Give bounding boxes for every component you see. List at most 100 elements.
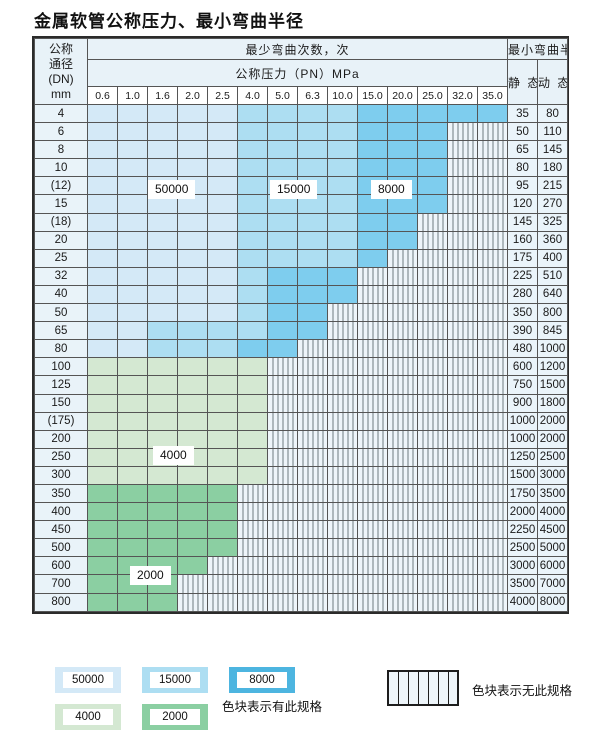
cell-spec-available	[147, 357, 178, 377]
cell-no-spec	[387, 592, 418, 612]
static-radius-value: 480	[507, 339, 539, 359]
header-pressure-0.6: 0.6	[87, 86, 118, 105]
header-dn-line-4: mm	[51, 86, 71, 101]
table-row: 800 4000 8000	[34, 592, 569, 612]
cell-spec-available	[147, 266, 178, 286]
table-row: 6 50 110	[34, 122, 569, 142]
cell-spec-available	[237, 158, 268, 178]
cell-spec-available	[207, 520, 238, 540]
dn-label-65: 65	[34, 321, 88, 341]
cell-spec-available	[207, 357, 238, 377]
table-row: 20 160 360	[34, 230, 569, 250]
cell-spec-available	[177, 375, 208, 395]
legend-chip-2000: 2000	[142, 704, 208, 730]
cell-spec-available	[117, 303, 148, 323]
cell-no-spec	[476, 339, 509, 359]
table-row: 10 80 180	[34, 158, 569, 178]
cell-spec-available	[147, 339, 178, 359]
cell-spec-available	[117, 520, 148, 540]
cell-no-spec	[476, 483, 509, 504]
legend-chip-15000: 15000	[142, 667, 208, 693]
cell-spec-available	[177, 266, 208, 286]
cell-spec-available	[87, 393, 118, 413]
cell-no-spec	[267, 393, 298, 413]
cell-no-spec	[327, 538, 358, 558]
cell-spec-available	[147, 194, 178, 214]
cell-no-spec	[447, 284, 478, 305]
cell-no-spec	[476, 321, 509, 341]
header-row-3: 0.6 1.0 1.6 2.0 2.5 4.0 5.0 6.3 10.0 15.0 20.0 25.0…	[35, 86, 568, 105]
cell-spec-available	[327, 266, 358, 286]
table-row: 450 2250 4500	[34, 520, 569, 540]
header-pressure-25.0: 25.0	[417, 86, 448, 105]
cell-no-spec	[417, 502, 448, 522]
cell-no-spec	[417, 538, 448, 558]
cell-no-spec	[267, 429, 298, 449]
legend-chip-value: 15000	[150, 672, 200, 688]
cell-no-spec	[447, 176, 478, 196]
cell-spec-available	[147, 140, 178, 160]
cell-no-spec	[327, 483, 358, 504]
cell-no-spec	[297, 592, 328, 612]
cell-no-spec	[476, 357, 509, 377]
dn-label-20: 20	[34, 230, 88, 250]
dynamic-radius-value: 2000	[537, 429, 569, 449]
dn-label-80: 80	[34, 339, 88, 359]
legend-chip-value: 2000	[150, 709, 200, 725]
cell-no-spec	[327, 357, 358, 377]
cell-no-spec	[417, 574, 448, 594]
cell-spec-available	[177, 321, 208, 341]
cell-no-spec	[387, 321, 418, 341]
cell-no-spec	[267, 574, 298, 594]
cell-no-spec	[237, 592, 268, 612]
dn-label-(175): (175)	[34, 411, 88, 431]
dn-label-250: 250	[34, 447, 88, 467]
cell-no-spec	[417, 447, 448, 467]
cell-no-spec	[447, 375, 478, 395]
cell-spec-available	[297, 122, 328, 142]
header-pressure-1.0: 1.0	[117, 86, 148, 105]
static-radius-value: 80	[507, 158, 539, 178]
cell-no-spec	[387, 574, 418, 594]
cell-spec-available	[87, 592, 118, 612]
header-pressure-6.3: 6.3	[297, 86, 328, 105]
cell-spec-available	[117, 357, 148, 377]
table-row: 150 900 1800	[34, 393, 569, 413]
cell-spec-available	[147, 520, 178, 540]
dynamic-radius-value: 510	[537, 266, 569, 286]
cell-spec-available	[237, 284, 268, 305]
cell-spec-available	[207, 502, 238, 522]
cell-spec-available	[147, 393, 178, 413]
cell-spec-available	[237, 212, 268, 232]
header-pressure-5.0: 5.0	[267, 86, 298, 105]
table-row: 65 390 845	[34, 321, 569, 341]
cell-spec-available	[207, 103, 238, 124]
table-row: 200 1000 2000	[34, 429, 569, 449]
cell-no-spec	[297, 502, 328, 522]
cell-spec-available	[87, 502, 118, 522]
static-radius-value: 50	[507, 122, 539, 142]
cell-no-spec	[447, 556, 478, 576]
cell-no-spec	[327, 339, 358, 359]
cell-spec-available	[237, 248, 268, 268]
cell-spec-available	[147, 465, 178, 485]
cell-spec-available	[417, 194, 448, 214]
cell-spec-available	[117, 465, 148, 485]
cell-spec-available	[147, 230, 178, 250]
cell-no-spec	[476, 284, 509, 305]
cell-spec-available	[297, 284, 328, 305]
cell-spec-available	[117, 103, 148, 124]
callout-15000: 15000	[270, 180, 318, 199]
cell-spec-available	[357, 248, 388, 268]
cell-spec-available	[87, 122, 118, 142]
static-radius-value: 900	[507, 393, 539, 413]
cell-no-spec	[297, 447, 328, 467]
dn-label-450: 450	[34, 520, 88, 540]
cell-no-spec	[267, 447, 298, 467]
cell-spec-available	[327, 103, 358, 124]
cell-spec-available	[267, 194, 298, 214]
cell-spec-available	[147, 502, 178, 522]
cell-no-spec	[327, 411, 358, 431]
cell-spec-available	[147, 248, 178, 268]
table-row: 350 1750 3500	[34, 483, 569, 504]
